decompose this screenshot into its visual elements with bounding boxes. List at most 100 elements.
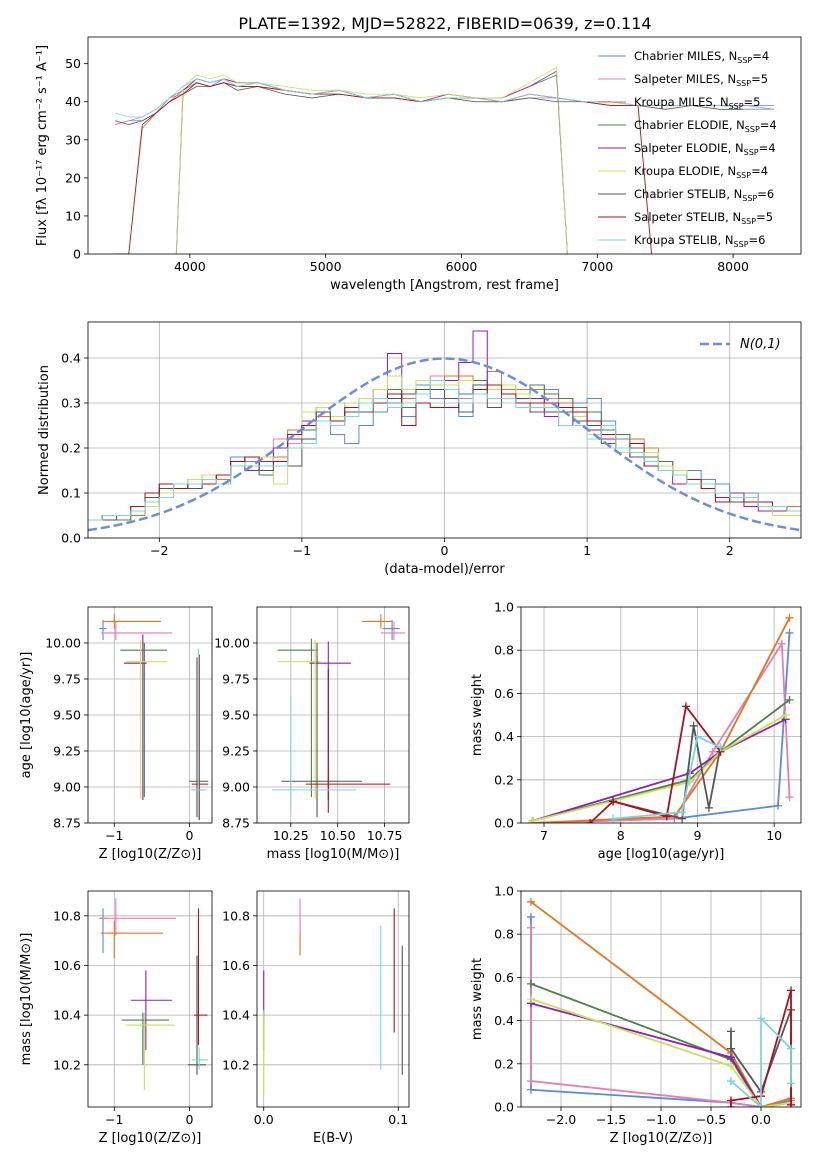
weight-marker — [527, 897, 535, 906]
x-axis-label: Z [log10(Z/Z⊙)] — [610, 1131, 713, 1146]
weight-line — [530, 901, 792, 1107]
weight-marker — [727, 1061, 735, 1070]
plot-area — [88, 322, 801, 538]
x-axis-label: mass [log10(M/M⊙)] — [267, 847, 400, 862]
y-tick-label: 40 — [65, 94, 81, 109]
y-tick-label: 8.75 — [53, 816, 81, 831]
errorbar-point — [100, 621, 173, 641]
y-tick-label: 10 — [65, 208, 81, 223]
weight-marker — [785, 628, 794, 637]
x-tick-label: 0.0 — [254, 1112, 274, 1127]
y-tick-label: 50 — [65, 56, 81, 71]
legend-entry: Chabrier ELODIE, NSSP=4 — [634, 118, 777, 134]
x-tick-label: −2 — [150, 543, 168, 558]
y-tick-label: 9.25 — [222, 744, 250, 759]
x-axis-label: Z [log10(Z/Z⊙)] — [99, 1131, 202, 1146]
plot-area — [88, 891, 212, 1107]
y-tick-label: 10.6 — [222, 958, 250, 973]
errorbar-point — [305, 668, 391, 813]
weight-marker — [716, 743, 725, 752]
weight-line — [532, 617, 791, 823]
y-axis-label: Normed distribution — [37, 365, 52, 495]
plot-area — [521, 891, 801, 1107]
spectrum-line — [115, 82, 653, 254]
y-tick-label: 1.0 — [494, 884, 514, 899]
panel-spectrum: 4000 5000 6000 7000 8000 0 10 20 30 40 50 wavelengt… — [35, 36, 802, 293]
x-axis-label: wavelength [Angstrom, rest frame] — [330, 278, 559, 293]
x-tick-label: 5000 — [310, 259, 342, 274]
y-tick-label: 0.6 — [494, 970, 514, 985]
y-tick-label: 20 — [65, 170, 81, 185]
y-tick-label: 0.2 — [494, 1056, 514, 1071]
y-tick-label: 0.0 — [61, 531, 81, 546]
panel-residuals: −2 −1 0 1 2 0.0 0.1 0.2 0.3 0.4 (data-model)/error… — [37, 321, 802, 577]
errorbar-point — [120, 643, 167, 798]
errorbar-point — [309, 641, 351, 800]
y-tick-label: 0.1 — [61, 486, 81, 501]
y-tick-label: 10.4 — [53, 1008, 81, 1023]
y-tick-label: 10.00 — [214, 636, 250, 651]
weight-marker — [681, 702, 690, 711]
y-axis-label: Flux [fλ 10⁻¹⁷ erg cm⁻² s⁻¹ A⁻¹] — [35, 45, 50, 246]
weight-marker — [693, 732, 702, 741]
errorbar-point — [99, 619, 107, 641]
figure-title: PLATE=1392, MJD=52822, FIBERID=0639, z=0… — [238, 14, 651, 33]
y-tick-label: 0.6 — [494, 686, 514, 701]
panel-mass-vs-EBV: 0.0 0.1 10.2 10.4 10.6 10.8 E(B-V) — [222, 890, 410, 1146]
plot-area — [257, 607, 409, 823]
y-tick-label: 0 — [73, 247, 81, 262]
weight-marker — [787, 1079, 795, 1088]
weight-marker — [704, 803, 713, 812]
x-tick-label: −2.0 — [546, 1112, 576, 1127]
weight-marker — [527, 1077, 535, 1086]
weight-marker — [777, 639, 786, 648]
legend-entry: Salpeter STELIB, NSSP=5 — [634, 210, 773, 226]
errorbar-point — [100, 920, 164, 959]
x-tick-label: −1 — [105, 828, 123, 843]
x-tick-label: 8000 — [717, 259, 749, 274]
x-tick-label: 1 — [583, 543, 591, 558]
x-tick-label: 8 — [617, 828, 625, 843]
y-tick-label: 10.00 — [45, 636, 81, 651]
y-tick-label: 0.4 — [61, 351, 81, 366]
errorbar-point — [362, 614, 393, 629]
y-tick-label: 10.8 — [53, 908, 81, 923]
weight-marker — [727, 1096, 735, 1105]
axes-frame — [87, 36, 802, 255]
weight-marker — [727, 1077, 735, 1086]
x-tick-label: 9 — [693, 828, 701, 843]
weight-line — [532, 640, 791, 823]
legend-entry: Salpeter MILES, NSSP=5 — [634, 72, 768, 88]
x-tick-label: 7 — [540, 828, 548, 843]
errorbar-point — [103, 614, 161, 629]
y-tick-label: 0.2 — [494, 772, 514, 787]
y-tick-label: 10.2 — [53, 1057, 81, 1072]
errorbar-point — [124, 634, 147, 800]
weight-marker — [773, 801, 782, 810]
x-tick-label: −1.0 — [646, 1112, 676, 1127]
y-tick-label: 0.8 — [494, 927, 514, 942]
spectrum-line — [115, 82, 653, 254]
panel-mass-vs-Z: −1 0 10.2 10.4 10.6 10.8 Z [log10(Z/Z⊙)] mass [… — [19, 890, 213, 1146]
weight-marker — [781, 711, 790, 719]
errorbar-point — [277, 640, 321, 799]
weight-marker — [527, 923, 535, 932]
weight-marker — [527, 979, 535, 988]
y-tick-label: 9.50 — [222, 708, 250, 723]
axes-frame — [520, 606, 802, 824]
y-tick-label: 8.75 — [222, 816, 250, 831]
x-tick-label: 10.25 — [273, 828, 309, 843]
x-axis-label: age [log10(age/yr)] — [598, 847, 725, 862]
weight-marker — [609, 814, 618, 823]
spectrum-line — [175, 70, 568, 254]
axes-frame — [256, 890, 410, 1108]
x-tick-label: −1 — [293, 543, 311, 558]
x-tick-label: 7000 — [581, 259, 613, 274]
y-tick-label: 9.00 — [53, 780, 81, 795]
y-tick-label: 9.75 — [222, 672, 250, 687]
errorbar-point — [277, 638, 318, 798]
errorbar-point — [125, 1012, 175, 1090]
x-tick-label: −1 — [105, 1112, 123, 1127]
y-axis-label: mass weight — [470, 958, 485, 1040]
